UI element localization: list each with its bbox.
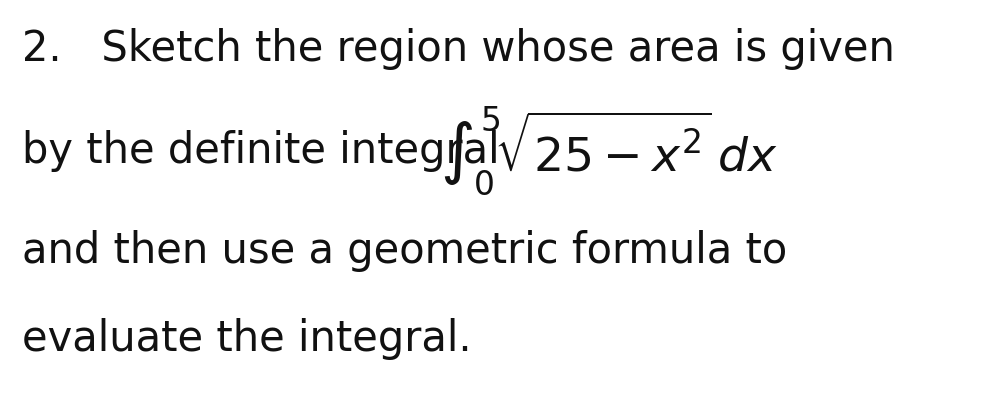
Text: 2.   Sketch the region whose area is given: 2. Sketch the region whose area is given xyxy=(22,28,895,70)
Text: evaluate the integral.: evaluate the integral. xyxy=(22,317,472,359)
Text: and then use a geometric formula to: and then use a geometric formula to xyxy=(22,230,787,271)
Text: by the definite integral: by the definite integral xyxy=(22,130,500,172)
Text: $\int_0^5 \!\sqrt{25 - x^2}\,dx$: $\int_0^5 \!\sqrt{25 - x^2}\,dx$ xyxy=(440,105,778,198)
